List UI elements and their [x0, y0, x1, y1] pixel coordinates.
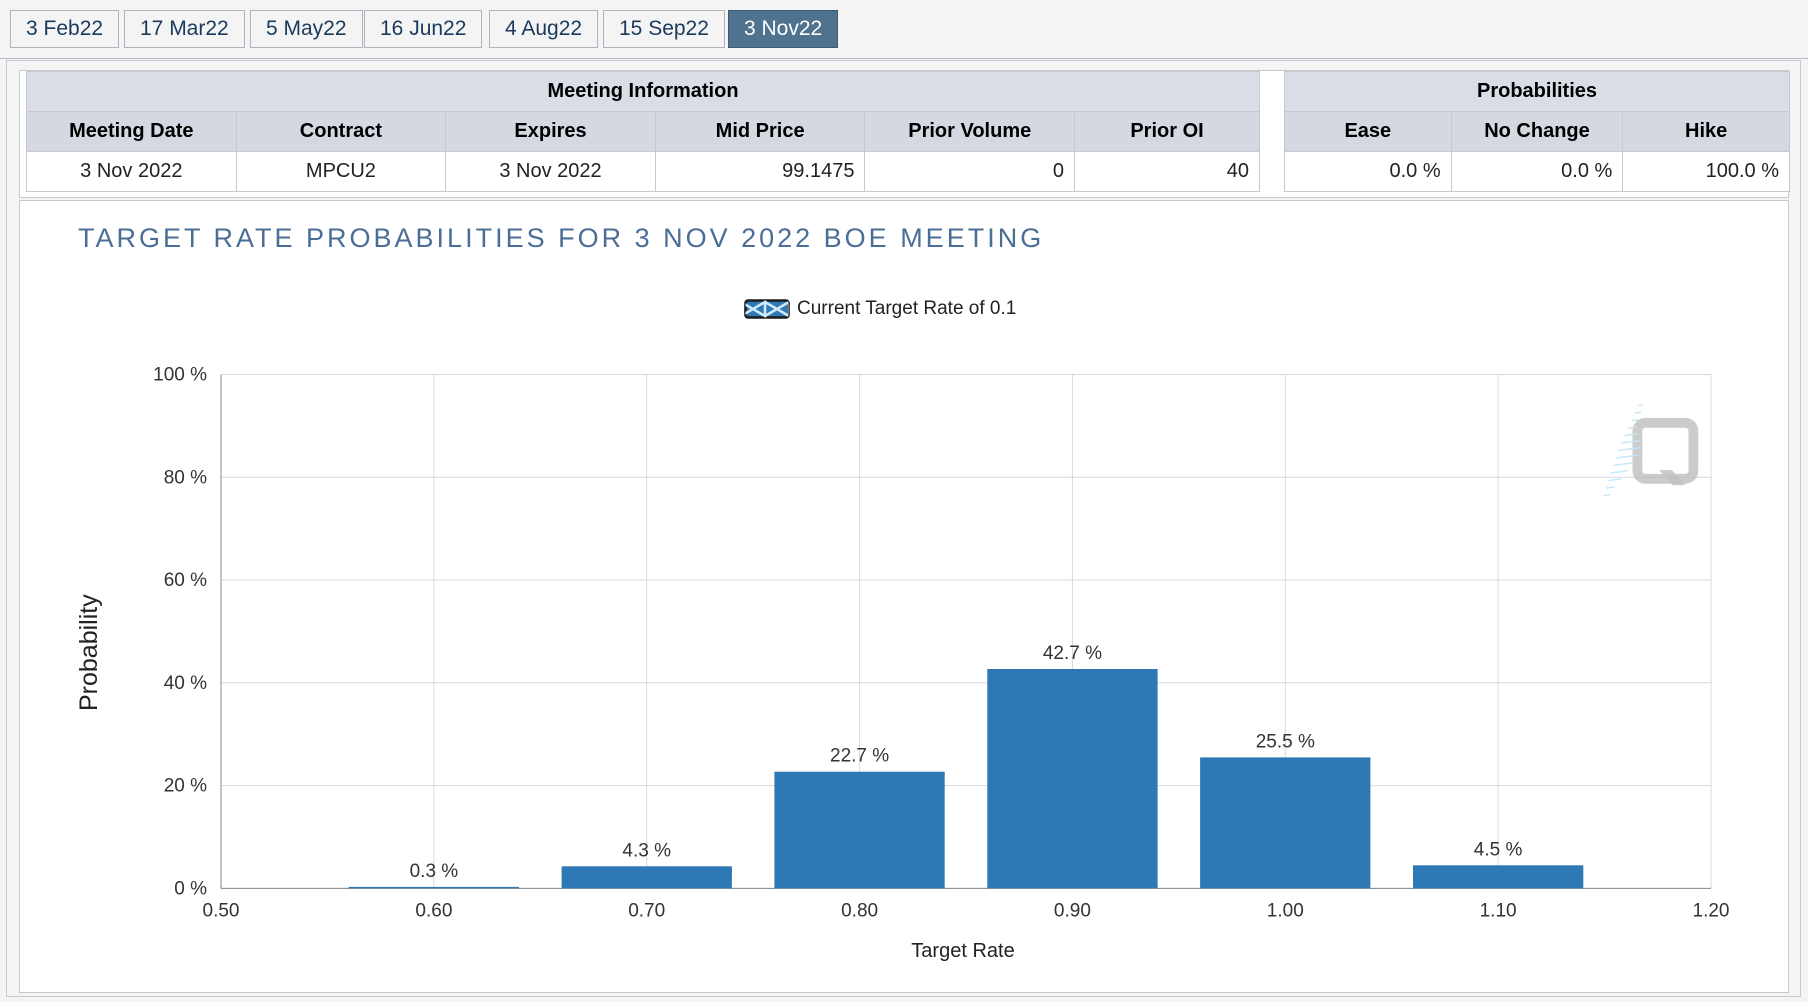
svg-text:25.5 %: 25.5 %	[1256, 731, 1315, 752]
svg-text:4.5 %: 4.5 %	[1474, 839, 1523, 860]
svg-text:60 %: 60 %	[164, 570, 207, 591]
svg-text:0.50: 0.50	[203, 900, 240, 921]
svg-text:1.00: 1.00	[1267, 900, 1304, 921]
svg-text:0.70: 0.70	[628, 900, 665, 921]
svg-text:100 %: 100 %	[153, 365, 207, 386]
svg-text:0.90: 0.90	[1054, 900, 1091, 921]
svg-text:0.3 %: 0.3 %	[410, 861, 459, 882]
svg-text:80 %: 80 %	[164, 467, 207, 488]
svg-text:0.60: 0.60	[415, 900, 452, 921]
svg-text:4.3 %: 4.3 %	[622, 840, 671, 861]
svg-text:22.7 %: 22.7 %	[830, 746, 889, 767]
svg-text:42.7 %: 42.7 %	[1043, 643, 1102, 664]
svg-text:40 %: 40 %	[164, 673, 207, 694]
svg-text:20 %: 20 %	[164, 776, 207, 797]
svg-text:0.80: 0.80	[841, 900, 878, 921]
svg-text:1.20: 1.20	[1693, 900, 1730, 921]
svg-text:1.10: 1.10	[1480, 900, 1517, 921]
svg-text:0 %: 0 %	[174, 878, 207, 899]
